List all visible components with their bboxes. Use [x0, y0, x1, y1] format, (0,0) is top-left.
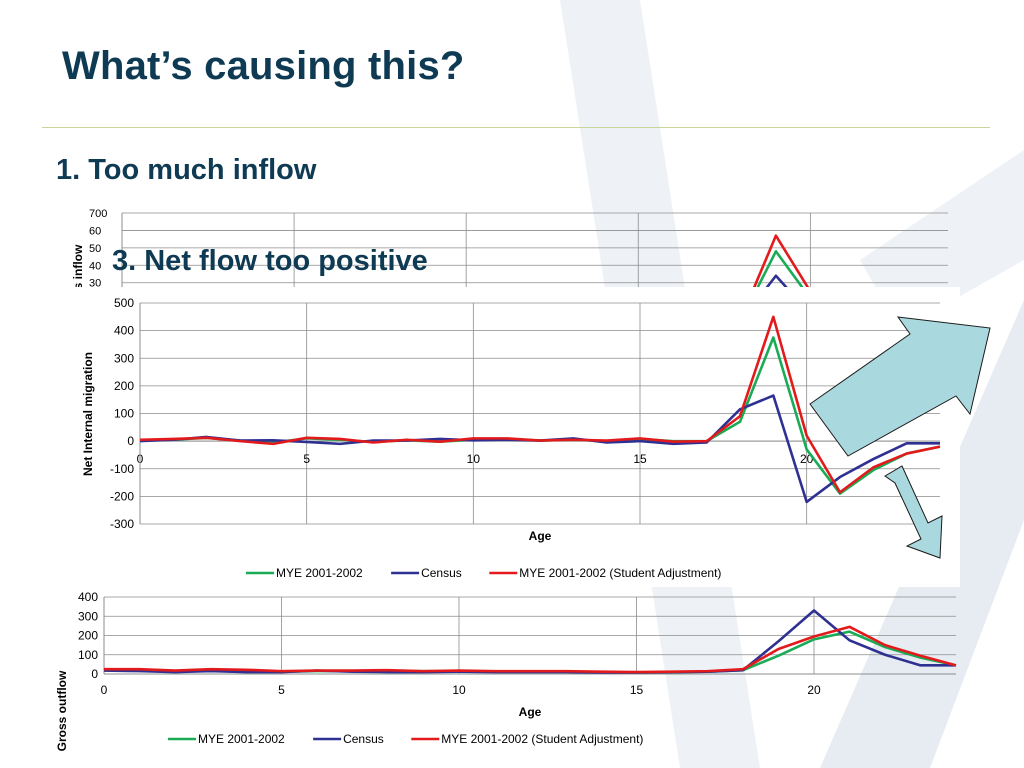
y-axis-label: s inflow	[71, 244, 85, 289]
gross-inflow-chart: 700 60 50 40 30 s inflow	[71, 208, 948, 295]
y-tick-label: 200	[114, 379, 134, 393]
y-tick-label: 300	[114, 351, 134, 365]
x-axis-label: Age	[529, 529, 552, 543]
series-line-mye_student	[104, 625, 957, 674]
x-tick-label: 5	[278, 683, 285, 697]
y-tick-label: 300	[78, 609, 98, 623]
y-tick-label: -200	[110, 489, 134, 503]
y-tick-label: 50	[89, 243, 101, 255]
y-tick-label: 500	[114, 296, 134, 310]
y-tick-label: -100	[110, 462, 134, 476]
x-tick-label: 15	[633, 452, 647, 466]
legend-entry: MYE 2001-2002 (Student Adjustment)	[441, 732, 643, 746]
x-tick-label: 20	[807, 683, 821, 697]
x-tick-label: 5	[303, 452, 310, 466]
y-tick-label: 100	[114, 407, 134, 421]
point-net-flow-too-positive: 3. Net flow too positive	[112, 245, 428, 277]
legend-entry: MYE 2001-2002	[276, 566, 363, 580]
x-tick-label: 0	[101, 683, 108, 697]
y-axis-label: Gross outflow	[55, 670, 69, 751]
y-tick-label: 60	[89, 225, 101, 237]
annotation-arrows	[809, 316, 991, 559]
series-line-mye_student	[139, 315, 941, 494]
legend-entry: MYE 2001-2002 (Student Adjustment)	[519, 566, 721, 580]
y-tick-label: 40	[89, 260, 101, 272]
y-tick-label: 700	[89, 208, 107, 220]
y-axis-label: Net Internal migration	[81, 352, 95, 476]
series-line-census	[103, 609, 956, 674]
arrow-up-right-icon	[809, 316, 991, 457]
legend-entry: Census	[343, 732, 384, 746]
x-axis-label: Age	[519, 705, 542, 719]
point-too-much-inflow: 1. Too much inflow	[56, 154, 317, 186]
y-tick-label: 0	[91, 667, 98, 681]
y-tick-label: 30	[89, 278, 101, 290]
y-tick-label: 200	[78, 629, 98, 643]
legend-entry: MYE 2001-2002	[198, 732, 285, 746]
y-tick-label: 400	[78, 590, 98, 604]
x-tick-label: 10	[452, 683, 466, 697]
series-line-mye	[104, 630, 957, 674]
y-tick-label: 400	[114, 324, 134, 338]
page-title: What’s causing this?	[62, 44, 465, 88]
arrow-down-right-icon	[884, 465, 943, 559]
gross-outflow-chart: 0 100 200 300 400 0 5 10 15 20 Age Gross outflow MYE…	[55, 590, 957, 751]
y-tick-label: 0	[127, 434, 134, 448]
y-tick-label: -300	[110, 517, 134, 531]
title-divider	[42, 127, 990, 128]
watermark-stripe-top	[860, 150, 1024, 330]
x-tick-label: 15	[630, 683, 644, 697]
net-migration-chart: -300-200-100010020030040050005101520AgeN…	[81, 296, 941, 580]
y-tick-label: 100	[78, 648, 98, 662]
legend-entry: Census	[421, 566, 462, 580]
x-tick-label: 10	[467, 452, 481, 466]
